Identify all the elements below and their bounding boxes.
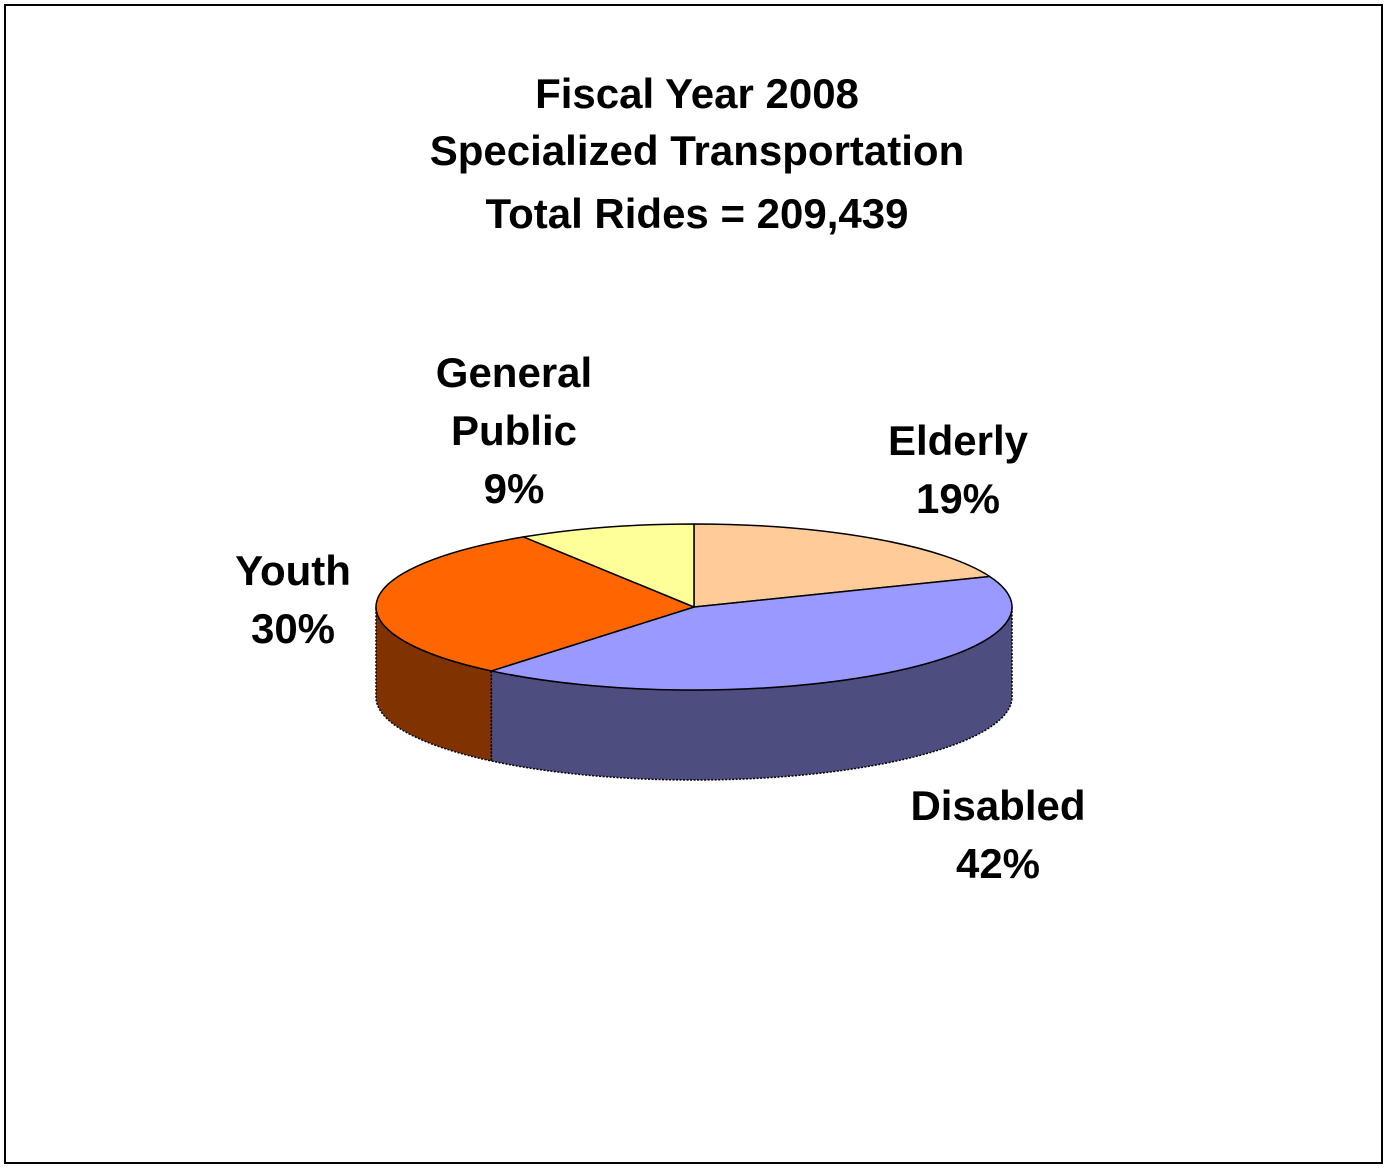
chart-title-line-3: Total Rides = 209,439 <box>486 190 909 237</box>
pie-slice-elderly <box>693 523 991 608</box>
pie-labels: Elderly 19% Disabled 42% Youth 30% General Publ… <box>235 349 1085 887</box>
pie-slice-youth <box>375 536 695 672</box>
pie-label-elderly: Elderly 19% <box>888 417 1029 522</box>
pie-label-general-public-line-2: Public <box>451 407 577 454</box>
pie-label-general-public: General Public 9% <box>436 349 592 512</box>
chart-title: Fiscal Year 2008 Specialized Transportat… <box>430 70 964 237</box>
chart-title-line-2: Specialized Transportation <box>430 127 964 174</box>
pie-slice-general-public <box>522 523 695 608</box>
pie-label-general-public-line-1: General <box>436 349 592 396</box>
pie-label-youth-line-2: 30% <box>251 605 335 652</box>
pie-label-youth: Youth 30% <box>235 547 351 652</box>
pie-label-elderly-line-1: Elderly <box>888 417 1029 464</box>
pie-label-disabled-line-1: Disabled <box>910 782 1085 829</box>
pie-label-youth-line-1: Youth <box>235 547 351 594</box>
pie-slice-disabled <box>490 575 1013 691</box>
pie-label-disabled: Disabled 42% <box>910 782 1085 887</box>
pie-tops <box>375 523 1013 691</box>
chart-title-line-1: Fiscal Year 2008 <box>535 70 859 117</box>
pie-label-disabled-line-2: 42% <box>956 840 1040 887</box>
pie-label-elderly-line-2: 19% <box>916 475 1000 522</box>
pie-label-general-public-line-3: 9% <box>484 465 545 512</box>
